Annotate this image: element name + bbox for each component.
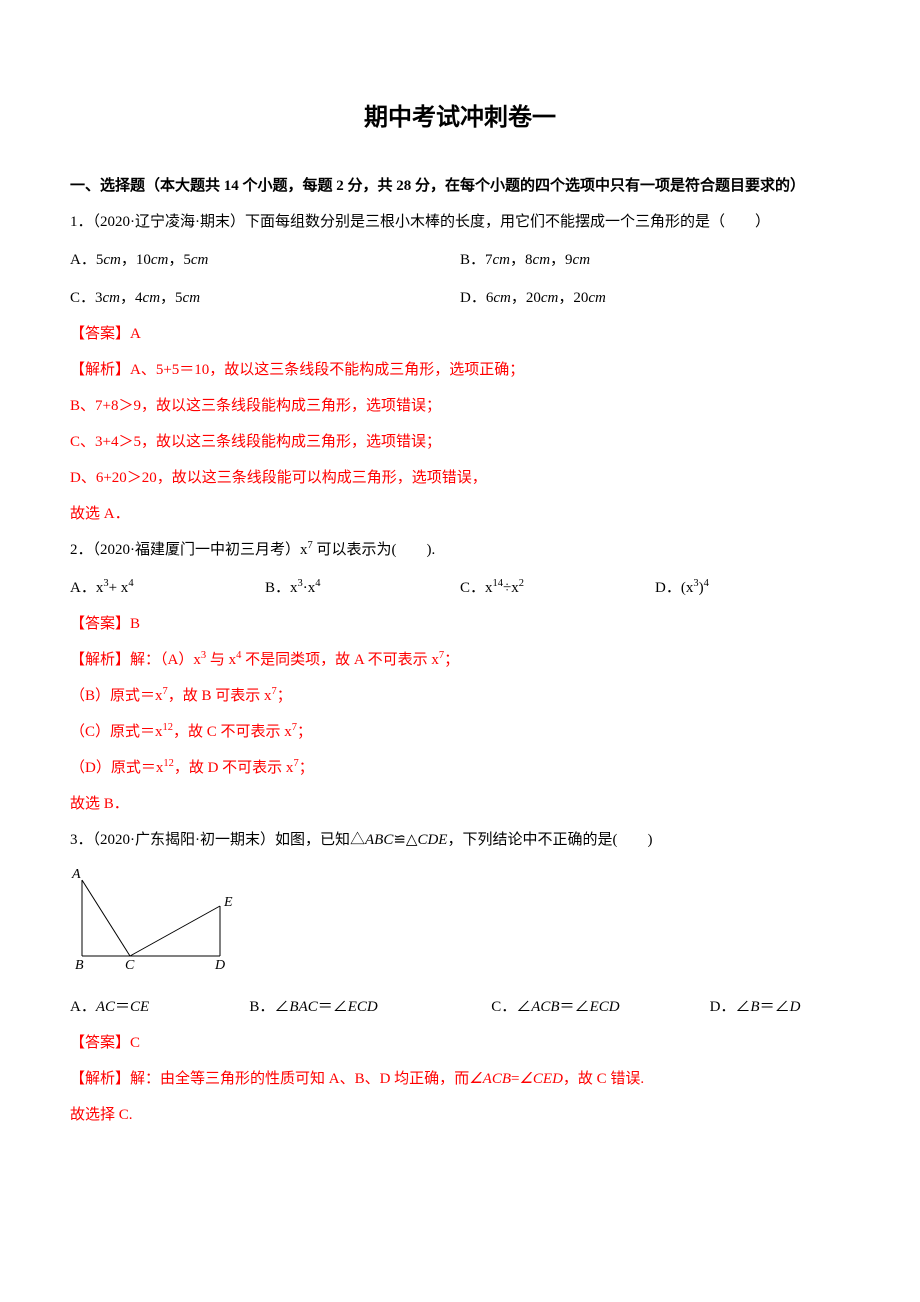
q1-stem: 1．（2020·辽宁凌海·期末）下面每组数分别是三根小木棒的长度，用它们不能摆成… — [70, 204, 850, 240]
q3-answer: 【答案】C — [70, 1025, 850, 1061]
page-title: 期中考试冲刺卷一 — [70, 90, 850, 148]
section-header: 一、选择题（本大题共 14 个小题，每题 2 分，共 28 分，在每个小题的四个… — [70, 168, 850, 204]
q2-conclude: 故选 B． — [70, 786, 850, 822]
q1-option-a: A．5cm，10cm，5cm — [70, 242, 460, 278]
q3-conclude: 故选择 C. — [70, 1097, 850, 1133]
q3-option-d: D．∠B＝∠D — [710, 989, 850, 1025]
q3-option-a: A．AC＝CE — [70, 989, 249, 1025]
triangle-diagram-svg: A B C D E — [70, 866, 240, 971]
q1-conclude: 故选 A． — [70, 496, 850, 532]
q2-explain-b: （B）原式＝x7，故 B 可表示 x7； — [70, 678, 850, 714]
q1-option-d: D．6cm，20cm，20cm — [460, 280, 850, 316]
q2-option-d: D．(x3)4 — [655, 570, 850, 606]
svg-text:E: E — [223, 895, 233, 910]
q2-explain-d: （D）原式＝x12，故 D 不可表示 x7； — [70, 750, 850, 786]
q2-option-b: B．x3·x4 — [265, 570, 460, 606]
q1-explain-c: C、3+4＞5，故以这三条线段能构成三角形，选项错误； — [70, 424, 850, 460]
q2-answer: 【答案】B — [70, 606, 850, 642]
q2-explain-c: （C）原式＝x12，故 C 不可表示 x7； — [70, 714, 850, 750]
q3-option-b: B．∠BAC＝∠ECD — [249, 989, 491, 1025]
q1-explain-a: 【解析】A、5+5＝10，故以这三条线段不能构成三角形，选项正确； — [70, 352, 850, 388]
q1-option-c: C．3cm，4cm，5cm — [70, 280, 460, 316]
svg-text:D: D — [214, 958, 225, 971]
q3-explain: 【解析】解：由全等三角形的性质可知 A、B、D 均正确，而∠ACB=∠CED，故… — [70, 1061, 850, 1097]
q1-options-row1: A．5cm，10cm，5cm B．7cm，8cm，9cm — [70, 242, 850, 278]
q2-option-a: A．x3+ x4 — [70, 570, 265, 606]
q2-options: A．x3+ x4 B．x3·x4 C．x14÷x2 D．(x3)4 — [70, 570, 850, 606]
q2-explain-a: 【解析】解：（A）x3 与 x4 不是同类项，故 A 不可表示 x7； — [70, 642, 850, 678]
q3-stem: 3．（2020·广东揭阳·初一期末）如图，已知△ABC≌△CDE，下列结论中不正… — [70, 822, 850, 858]
svg-text:B: B — [75, 958, 84, 971]
q2-option-c: C．x14÷x2 — [460, 570, 655, 606]
q1-explain-d: D、6+20＞20，故以这三条线段能可以构成三角形，选项错误， — [70, 460, 850, 496]
q3-figure: A B C D E — [70, 866, 850, 985]
q3-option-c: C．∠ACB＝∠ECD — [491, 989, 709, 1025]
q1-option-b: B．7cm，8cm，9cm — [460, 242, 850, 278]
q3-options: A．AC＝CE B．∠BAC＝∠ECD C．∠ACB＝∠ECD D．∠B＝∠D — [70, 989, 850, 1025]
q1-options-row2: C．3cm，4cm，5cm D．6cm，20cm，20cm — [70, 280, 850, 316]
q1-answer: 【答案】A — [70, 316, 850, 352]
svg-text:C: C — [125, 958, 135, 971]
q2-stem: 2．（2020·福建厦门一中初三月考）x7 可以表示为( ). — [70, 532, 850, 568]
svg-text:A: A — [71, 867, 81, 882]
q1-explain-b: B、7+8＞9，故以这三条线段能构成三角形，选项错误； — [70, 388, 850, 424]
